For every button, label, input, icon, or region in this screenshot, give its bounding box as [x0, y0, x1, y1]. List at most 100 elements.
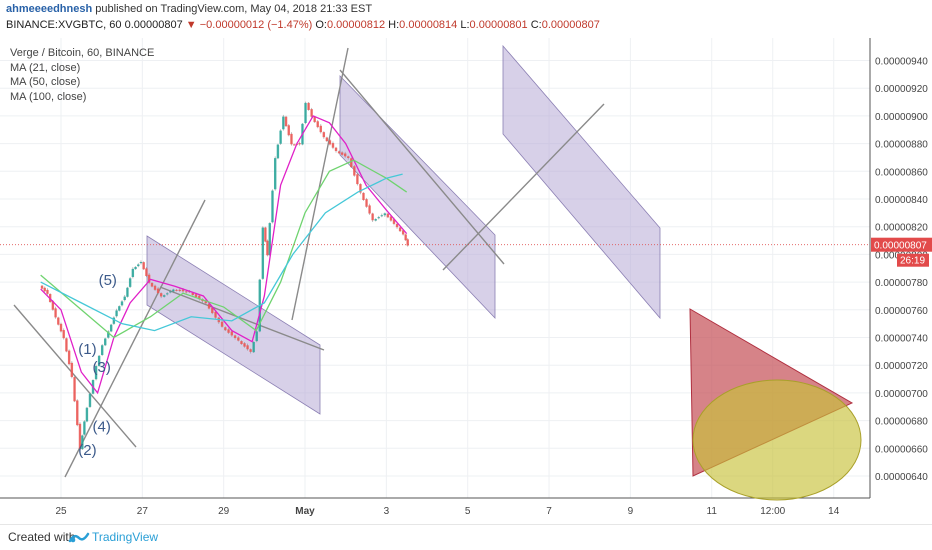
candle-body — [172, 289, 175, 292]
tradingview-logo-icon — [68, 532, 90, 543]
candle-body — [252, 341, 255, 353]
candle-body — [118, 306, 121, 311]
trend-line — [64, 199, 206, 478]
x-tick-label: 27 — [137, 506, 149, 517]
candle-body — [156, 288, 160, 294]
candle-body — [371, 213, 374, 221]
legend-ma100[interactable]: MA (100, close) — [10, 90, 87, 103]
x-tick-label: 3 — [384, 506, 390, 517]
candle-body — [264, 227, 267, 242]
candle-body — [76, 400, 79, 426]
candle-body — [224, 327, 227, 331]
candle-body — [404, 234, 407, 241]
candle-body — [227, 329, 230, 333]
candle-body — [268, 223, 271, 256]
tradingview-link[interactable]: TradingView — [92, 530, 159, 544]
candle-body — [353, 166, 356, 176]
candle-body — [83, 421, 86, 435]
last-price-text: 0.00000807 — [874, 241, 927, 252]
candle-body — [145, 268, 148, 277]
candle-body — [198, 295, 201, 300]
y-tick-label: 0.00000660 — [875, 444, 928, 455]
candle-body — [51, 301, 55, 310]
y-tick-label: 0.00000640 — [875, 472, 928, 483]
x-tick-label: 14 — [828, 506, 840, 517]
candle-body — [78, 423, 82, 449]
candle-body — [109, 324, 113, 332]
chart-header: ahmeeeedhnesh published on TradingView.c… — [0, 0, 932, 36]
candle-body — [406, 239, 409, 246]
y-tick-label: 0.00000760 — [875, 306, 928, 317]
ohlc-high-label: H: — [388, 19, 400, 31]
candle-body — [328, 140, 332, 145]
candle-body — [359, 184, 362, 193]
y-tick-label: 0.00000680 — [875, 417, 928, 428]
candle-body — [392, 219, 396, 224]
price-chart[interactable]: 0.00000940 0.00000920 0.00000900 0.00000880… — [0, 38, 932, 526]
legend-ma50[interactable]: MA (50, close) — [10, 76, 81, 88]
candle-body — [115, 310, 118, 317]
candle-body — [81, 435, 84, 450]
candle-body — [163, 295, 166, 297]
candle-body — [57, 317, 60, 325]
y-tick-label: 0.00000720 — [875, 361, 928, 372]
candle-body — [40, 285, 44, 289]
candle-body — [100, 345, 104, 355]
candle-body — [282, 116, 285, 130]
candle-body — [340, 152, 344, 155]
legend-ma21[interactable]: MA (21, close) — [10, 61, 81, 74]
candle-body — [104, 338, 107, 346]
candle-body — [246, 345, 249, 350]
published-text: published on TradingView.com, May 04, 20… — [95, 3, 373, 15]
candle-body — [233, 335, 237, 338]
channel-3 — [502, 44, 661, 320]
candle-body — [284, 116, 288, 127]
x-tick-label: 5 — [465, 506, 471, 517]
author-link[interactable]: ahmeeeedhnesh — [6, 3, 93, 15]
candle-body — [142, 262, 145, 270]
candle-body — [207, 303, 211, 309]
candle-body — [85, 407, 89, 422]
candle-body — [322, 132, 326, 138]
candle-body — [65, 338, 68, 352]
candle-body — [331, 143, 335, 148]
candle-body — [46, 289, 49, 294]
trend-line — [442, 103, 605, 271]
candle-body — [362, 192, 365, 200]
candle-body — [307, 102, 310, 110]
x-tick-label: 11 — [707, 506, 718, 517]
candle-body — [88, 393, 92, 407]
candle-body — [310, 109, 313, 117]
ma21-line — [40, 115, 408, 395]
candle-body — [271, 190, 274, 223]
candle-body — [220, 321, 224, 327]
x-tick-label: 29 — [218, 506, 230, 517]
x-tick-label: 7 — [546, 506, 552, 517]
trend-line — [339, 69, 505, 265]
trend-line — [13, 304, 137, 448]
candle-body — [59, 323, 63, 332]
wave-label: (5) — [99, 272, 117, 289]
created-with-text: Created with — [8, 530, 76, 544]
y-tick-label: 0.00000780 — [875, 278, 928, 289]
candle-body — [166, 293, 169, 295]
quote-line: BINANCE:XVGBTC, 60 0.00000807 ▼ −0.00000… — [6, 19, 600, 31]
candle-body — [368, 205, 371, 214]
price-change: −0.00000012 (−1.47%) — [199, 19, 313, 31]
candle-body — [266, 240, 269, 256]
candle-body — [191, 292, 194, 296]
y-tick-label: 0.00000740 — [875, 334, 928, 345]
candle-body — [398, 227, 402, 232]
last-price-tag — [871, 237, 932, 252]
candle-body — [159, 293, 163, 297]
candle-body — [401, 230, 405, 235]
last-price: 0.00000807 — [124, 19, 183, 31]
candle-body — [169, 291, 172, 293]
candle-body — [128, 278, 132, 287]
candle-body — [243, 343, 246, 347]
publish-line: ahmeeeedhnesh published on TradingView.c… — [6, 3, 372, 15]
legend-symbol[interactable]: Verge / Bitcoin, 60, BINANCE — [10, 47, 155, 59]
candle-body — [139, 261, 143, 264]
candle-body — [214, 311, 217, 318]
ohlc-open-value: 0.00000812 — [326, 19, 386, 31]
